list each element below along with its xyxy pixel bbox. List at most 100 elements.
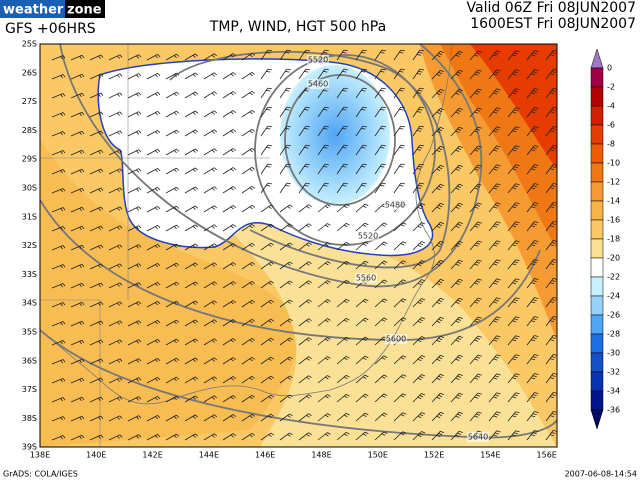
wind-barb	[184, 91, 199, 99]
wind-barb	[127, 92, 142, 99]
wind-barb	[450, 88, 463, 99]
colorbar-box	[590, 105, 604, 126]
wind-barb	[127, 206, 142, 213]
wind-barb	[317, 182, 329, 194]
wind-barb	[317, 337, 331, 346]
wind-barb	[298, 356, 312, 365]
wind-barb	[336, 125, 348, 137]
wind-barb	[355, 163, 367, 175]
wind-barb	[222, 395, 237, 403]
wind-barb	[431, 335, 445, 346]
wind-barb	[469, 335, 482, 346]
wind-barb	[108, 149, 123, 156]
wind-barb	[279, 375, 293, 384]
contour-label-bg	[357, 231, 379, 241]
wind-barb	[336, 279, 350, 289]
wind-barb	[241, 52, 255, 61]
wind-barb	[146, 225, 161, 232]
wind-barb	[355, 393, 369, 403]
wind-barb	[108, 130, 123, 137]
wind-barb	[469, 316, 482, 327]
wind-barb	[431, 259, 445, 270]
wind-barb	[412, 182, 424, 194]
logo-box-dark	[65, 0, 105, 18]
wind-barb	[431, 126, 445, 137]
wind-barb	[298, 242, 312, 251]
wind-barb	[146, 377, 161, 384]
lat-label: 28S	[22, 126, 37, 135]
wind-barb	[127, 168, 142, 175]
wind-barb	[260, 394, 274, 403]
wind-barb	[412, 336, 426, 346]
wind-barb	[89, 92, 104, 99]
wind-barb	[184, 148, 199, 156]
wind-barb	[51, 207, 66, 213]
wind-barb	[336, 163, 348, 175]
colorbar-box	[590, 67, 604, 88]
map-field	[40, 44, 557, 447]
lat-labels: 25S 26S 27S 28S 29S 30S 31S 32S 33S 34S 35S 36S 37S 3…	[22, 40, 37, 452]
wind-barb	[51, 150, 66, 156]
wind-barb	[412, 260, 426, 270]
wind-barb	[108, 358, 123, 365]
wind-barb	[70, 206, 85, 213]
wind-barb	[412, 125, 424, 137]
wind-barb	[526, 278, 539, 289]
wind-barb	[108, 320, 123, 327]
wind-barb	[222, 243, 237, 251]
wind-barb	[279, 280, 293, 289]
wind-barb	[298, 223, 312, 232]
wind-barb	[488, 392, 501, 403]
wind-barb	[51, 321, 66, 327]
wind-barb	[89, 244, 104, 251]
wind-barb	[108, 263, 123, 270]
wind-barb	[108, 244, 123, 251]
state-borders	[40, 44, 270, 447]
wind-barb	[431, 278, 445, 289]
wind-barb	[203, 110, 218, 118]
wind-barb	[51, 264, 66, 270]
wind-barb	[431, 297, 445, 308]
wind-barb	[279, 106, 291, 118]
wind-barb	[317, 223, 331, 232]
wind-barb	[431, 88, 445, 99]
wind-barb	[488, 107, 501, 118]
wind-barb	[279, 318, 293, 327]
colorbar-box	[590, 314, 604, 335]
wind-barb	[184, 224, 199, 232]
colorbar-label: -30	[607, 349, 620, 358]
wind-barb	[469, 164, 482, 175]
wind-barb	[545, 335, 557, 346]
wind-barb	[507, 202, 520, 213]
wind-barb	[70, 149, 85, 156]
wind-barb	[203, 376, 218, 384]
lat-label: 30S	[22, 184, 37, 193]
wind-barb	[355, 125, 367, 137]
wind-barb	[51, 74, 66, 80]
wind-barb	[431, 183, 445, 194]
wind-barb	[165, 433, 180, 441]
wind-barb	[203, 319, 218, 327]
wind-barb	[412, 241, 426, 251]
wind-barb	[51, 359, 66, 365]
wind-barb	[203, 338, 218, 346]
wind-barb	[393, 298, 407, 308]
wind-barb	[146, 339, 161, 346]
wind-barb	[412, 106, 424, 118]
wind-barb	[507, 373, 520, 384]
wind-barb	[89, 282, 104, 289]
wind-barb	[260, 49, 272, 61]
wind-barb	[260, 356, 274, 365]
wind-barb	[203, 129, 218, 137]
wind-barb	[393, 260, 407, 270]
wind-barb	[222, 129, 237, 137]
wind-barb	[393, 355, 407, 365]
wind-barb	[336, 260, 350, 270]
wind-barb	[450, 430, 463, 441]
wind-barb	[241, 223, 255, 232]
wind-barb	[355, 336, 369, 346]
wind-barb	[374, 412, 388, 422]
wind-barb	[507, 107, 520, 118]
wind-barb	[336, 298, 350, 308]
wind-barb	[108, 111, 123, 118]
